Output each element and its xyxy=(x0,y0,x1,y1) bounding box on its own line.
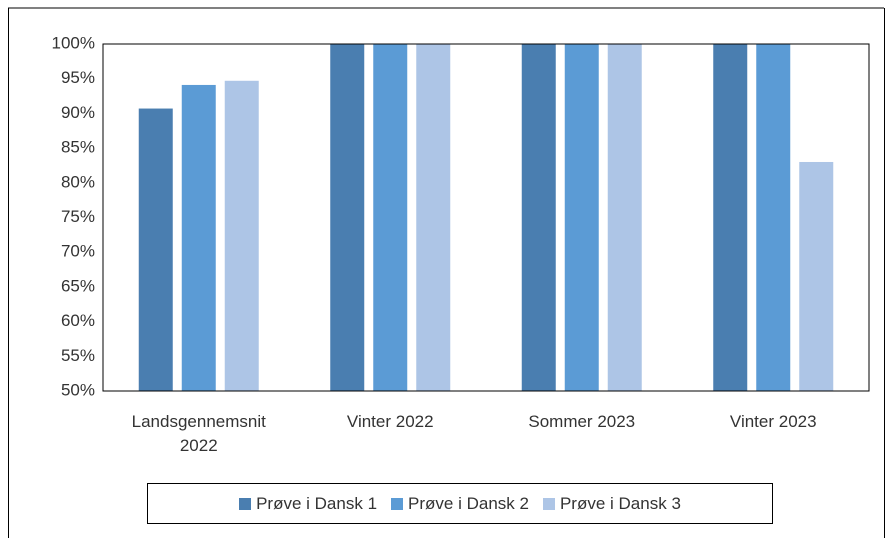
y-tick-label: 100% xyxy=(52,33,95,52)
legend-item: Prøve i Dansk 1 xyxy=(239,494,377,514)
bar xyxy=(521,44,556,391)
legend-swatch xyxy=(391,497,404,510)
bar xyxy=(330,44,365,391)
y-tick-label: 75% xyxy=(61,207,95,226)
y-tick-label: 90% xyxy=(61,103,95,122)
bar xyxy=(564,44,599,391)
bar xyxy=(373,44,408,391)
legend-item: Prøve i Dansk 3 xyxy=(542,493,681,514)
y-tick-label: 60% xyxy=(61,311,95,330)
x-tick-label: Vinter 2022 xyxy=(346,412,434,431)
bar xyxy=(181,84,216,392)
y-tick-label: 85% xyxy=(61,138,95,157)
bar xyxy=(799,161,834,391)
legend-swatch xyxy=(542,497,555,510)
legend-item: Prøve i Dansk 2 xyxy=(391,494,529,514)
legend-label: Prøve i Dansk 2 xyxy=(408,493,529,513)
x-tick-label: Landsgennemsnit 2022 xyxy=(131,412,266,455)
y-tick-label: 55% xyxy=(61,346,95,365)
legend-label: Prøve i Dansk 3 xyxy=(559,493,681,513)
bar xyxy=(713,44,748,391)
y-tick-label: 70% xyxy=(61,242,95,261)
legend-swatch xyxy=(239,497,252,510)
legend: Prøve i Dansk 1 Prøve i Dansk 2 Prøve i Da… xyxy=(147,483,773,524)
bar xyxy=(138,108,173,392)
x-tick-label: Sommer 2023 xyxy=(528,412,636,431)
bar xyxy=(416,44,451,391)
y-tick-label: 95% xyxy=(61,68,95,87)
bar xyxy=(224,80,259,392)
bar xyxy=(756,44,791,391)
plot-area xyxy=(102,43,870,392)
y-tick-label: 80% xyxy=(61,172,95,191)
y-tick-label: 65% xyxy=(61,276,95,295)
x-tick-label: Vinter 2023 xyxy=(729,412,817,431)
legend-label: Prøve i Dansk 1 xyxy=(256,493,378,513)
y-tick-label: 50% xyxy=(61,380,95,399)
bar xyxy=(607,44,642,391)
